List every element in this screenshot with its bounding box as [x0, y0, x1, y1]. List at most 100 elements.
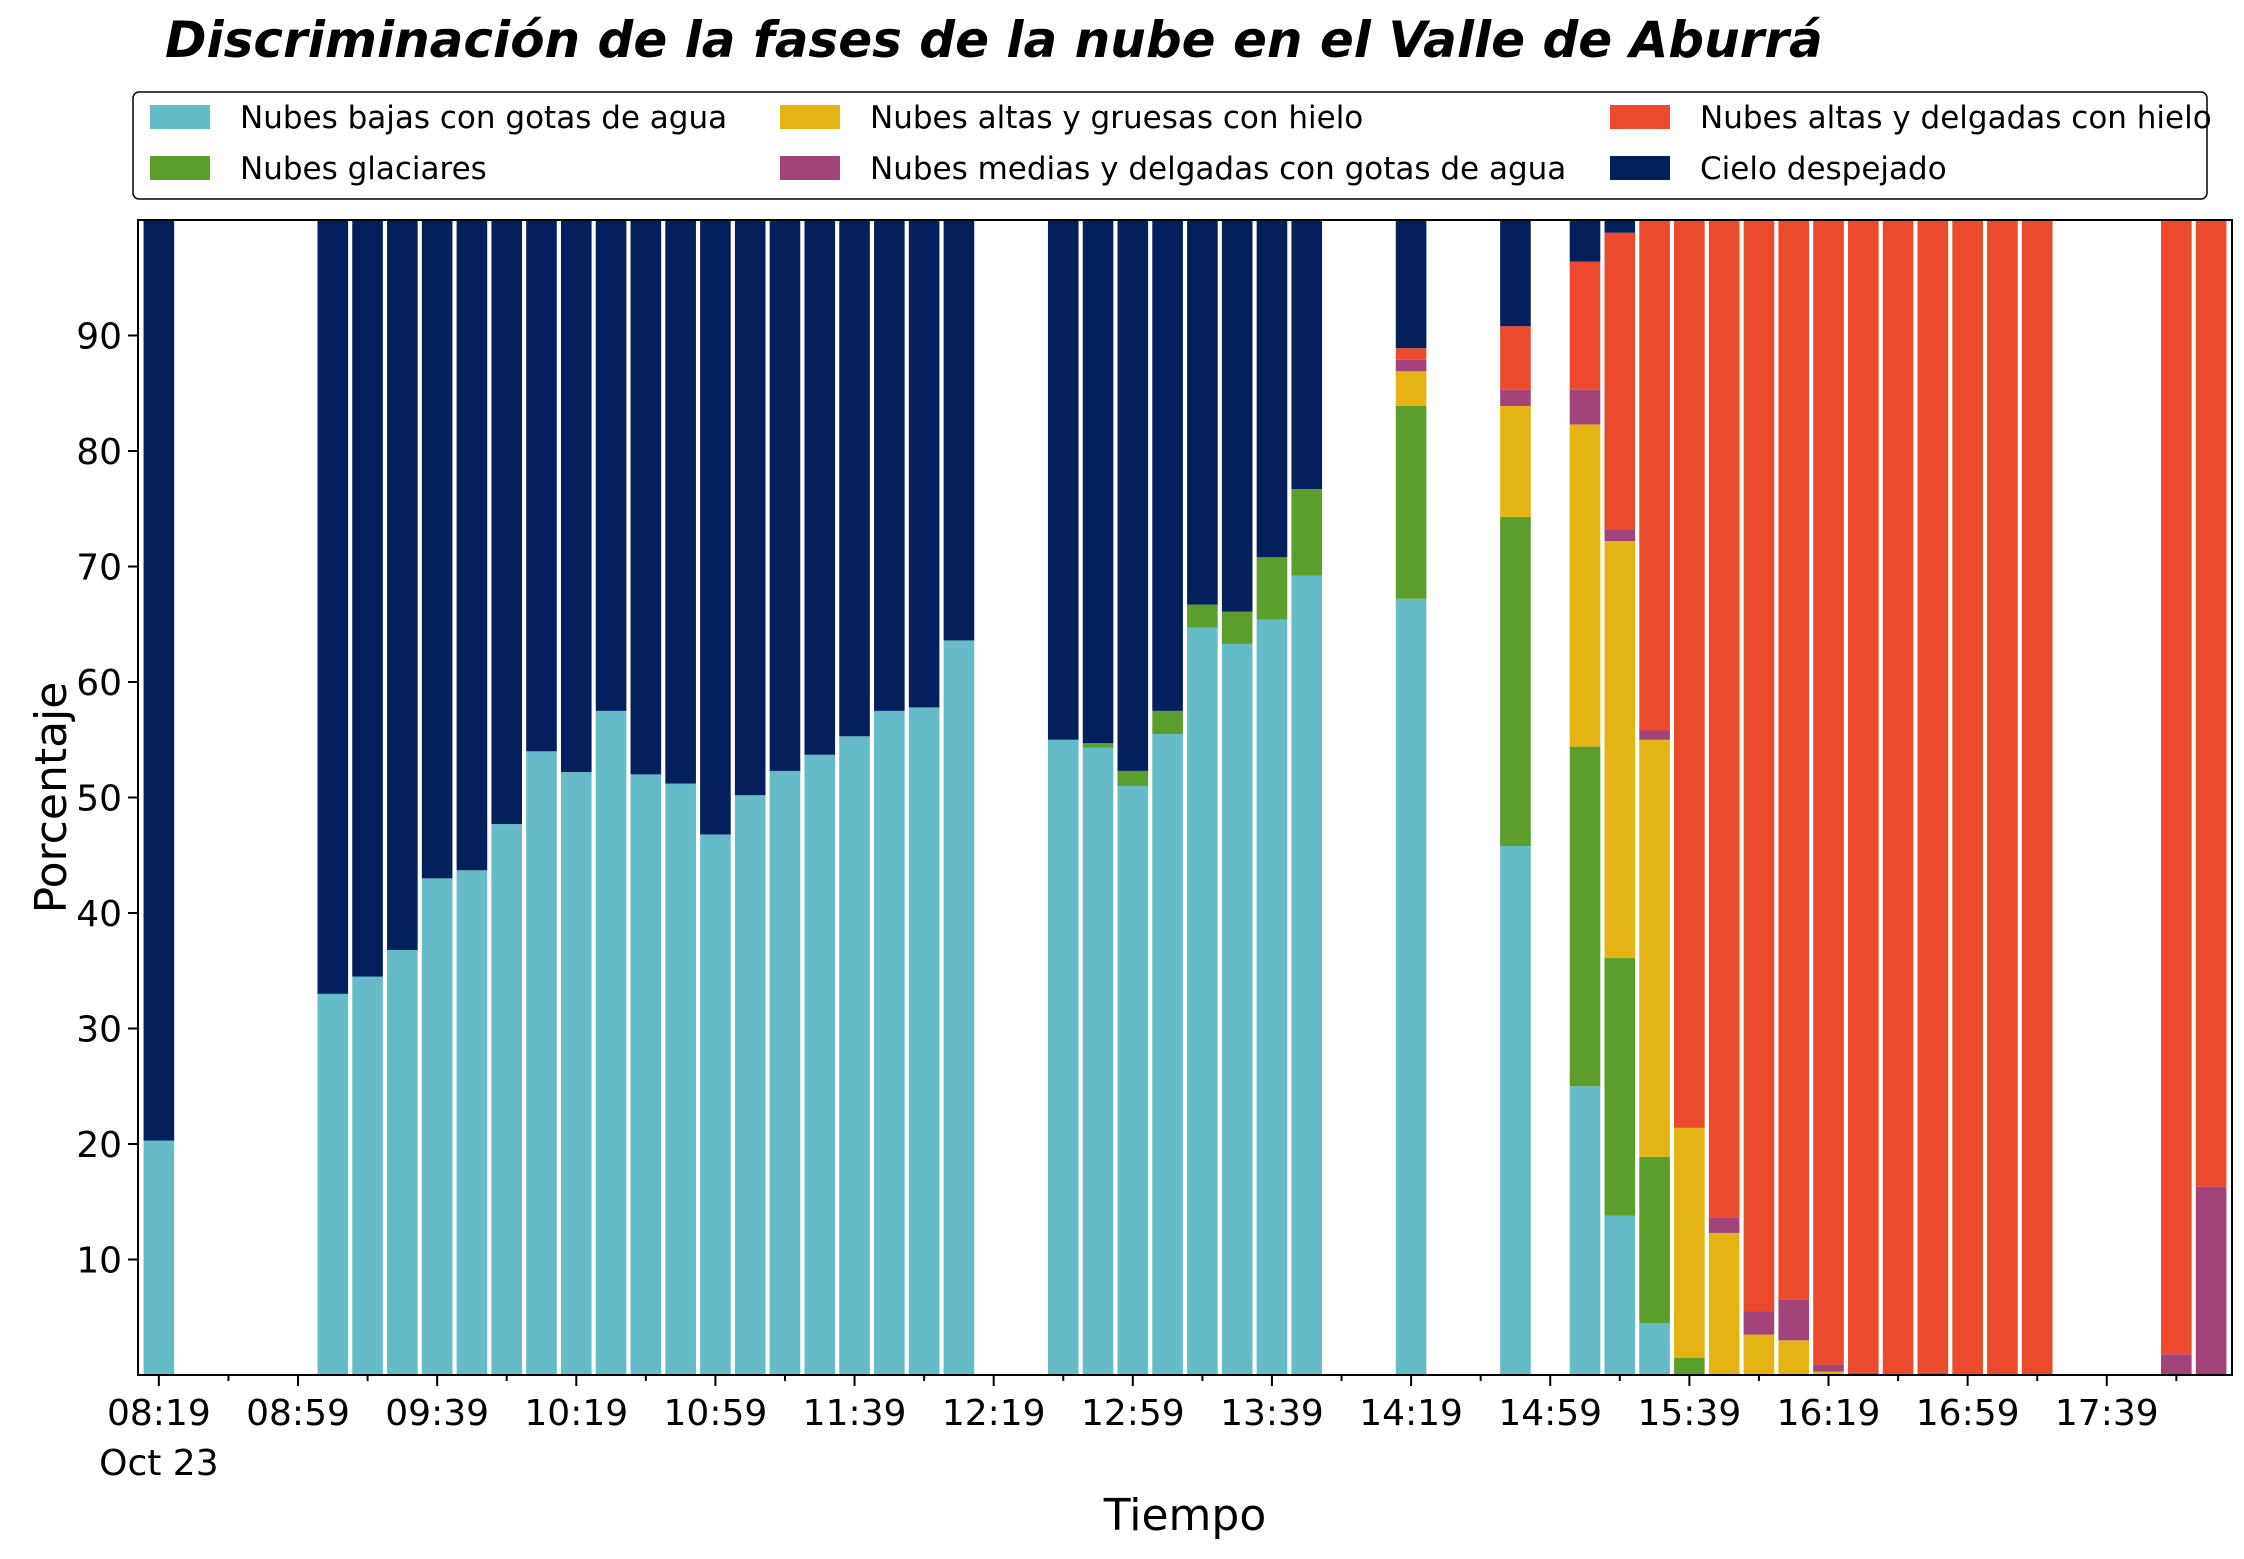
- y-tick-label-40: 40: [76, 894, 122, 935]
- bar-segment-s5-t10: [491, 220, 523, 825]
- bar-segment-s0-t27: [1082, 747, 1114, 1375]
- legend-label-5: Cielo despejado: [1700, 151, 1947, 187]
- bar-segment-s4-t48: [1813, 220, 1844, 1365]
- bar-segment-s0-t9: [456, 870, 488, 1375]
- bar-segment-s4-t36: [1395, 348, 1427, 360]
- bar-segment-s5-t16: [700, 220, 731, 835]
- x-tick-label-1339: 13:39: [1220, 1393, 1324, 1434]
- bar-segment-s0-t42: [1604, 1215, 1636, 1375]
- bar-segment-s5-t31: [1221, 220, 1253, 612]
- bar-segment-s4-t45: [1708, 220, 1740, 1218]
- bar-segment-s4-t46: [1743, 220, 1775, 1312]
- bar-segment-s5-t9: [456, 220, 488, 871]
- bar-segment-s1-t39: [1500, 516, 1531, 847]
- bar-segment-s0-t31: [1221, 643, 1253, 1375]
- bar-segment-s0-t29: [1152, 733, 1183, 1375]
- bar-segment-s4-t47: [1778, 220, 1810, 1300]
- bar-segment-s1-t29: [1152, 710, 1183, 734]
- x-tick-label-1459: 14:59: [1498, 1393, 1602, 1434]
- bar-segment-s1-t28: [1117, 770, 1149, 786]
- bar-segment-s5-t0: [143, 220, 175, 1141]
- bar-segment-s4-t41: [1569, 261, 1601, 390]
- bar-segment-s5-t39: [1500, 220, 1531, 327]
- legend: Nubes bajas con gotas de agua Nubes glaci…: [132, 91, 2212, 200]
- bar-segment-s1-t32: [1256, 557, 1288, 620]
- bar-segment-s5-t15: [665, 220, 696, 784]
- bar-segment-s5-t21: [874, 220, 905, 711]
- bar-segment-s5-t29: [1152, 220, 1183, 711]
- x-tick-label-1619: 16:19: [1777, 1393, 1881, 1434]
- bar-segment-s0-t20: [839, 736, 870, 1375]
- bar-segment-s1-t33: [1291, 489, 1323, 576]
- bar-segment-s5-t23: [943, 220, 975, 641]
- bar-segment-s0-t17: [734, 795, 766, 1375]
- bar-segment-s5-t14: [630, 220, 662, 775]
- y-axis-label: Porcentaje: [26, 682, 77, 914]
- bar-segment-s3-t36: [1395, 359, 1427, 372]
- bar-segment-s5-t28: [1117, 220, 1149, 771]
- bar-segment-s0-t13: [595, 710, 627, 1376]
- x-tick-label-1259: 12:59: [1081, 1393, 1185, 1434]
- bar-segment-s0-t14: [630, 774, 662, 1375]
- y-tick-label-60: 60: [76, 663, 122, 704]
- bar-segment-s2-t42: [1604, 541, 1636, 959]
- bar-segment-s0-t11: [526, 751, 557, 1375]
- bar-segment-s3-t39: [1500, 389, 1531, 406]
- bar-segment-s5-t22: [908, 220, 940, 708]
- bar-segment-s4-t44: [1674, 220, 1705, 1128]
- bar-segment-s5-t8: [421, 220, 453, 879]
- bar-segment-s0-t18: [769, 770, 801, 1375]
- x-tick-label-0939: 09:39: [385, 1393, 489, 1434]
- bar-segment-s1-t43: [1639, 1156, 1670, 1324]
- bar-segment-s2-t48: [1813, 1371, 1844, 1375]
- bar-segment-s0-t21: [874, 710, 905, 1376]
- legend-swatch-2: [780, 105, 840, 129]
- x-tick-label-1659: 16:59: [1916, 1393, 2020, 1434]
- bar-segment-s2-t47: [1778, 1340, 1810, 1375]
- bar-segment-s0-t0: [143, 1140, 175, 1375]
- bar-segment-s0-t7: [387, 949, 418, 1375]
- bars-layer: [143, 220, 2227, 1376]
- bar-segment-s2-t46: [1743, 1334, 1775, 1375]
- legend-swatch-3: [780, 156, 840, 180]
- bar-segment-s4-t49: [1847, 220, 1879, 1373]
- bar-segment-s5-t6: [352, 220, 383, 977]
- bar-segment-s1-t27: [1082, 743, 1114, 748]
- legend-label-3: Nubes medias y delgadas con gotas de agu…: [870, 151, 1566, 187]
- bar-segment-s3-t47: [1778, 1299, 1810, 1341]
- bar-segment-s1-t44: [1674, 1357, 1705, 1375]
- bar-segment-s4-t43: [1639, 221, 1670, 731]
- chart-title: Discriminación de la fases de la nube en…: [165, 11, 1823, 69]
- bar-segment-s4-t50: [1882, 220, 1914, 1375]
- bar-segment-s5-t32: [1256, 220, 1288, 558]
- bar-segment-s2-t36: [1395, 371, 1427, 406]
- y-axis: 10 20 30 40 50 60 70 80 90: [76, 317, 138, 1282]
- bar-segment-s5-t42: [1604, 220, 1636, 233]
- bar-segment-s3-t43: [1639, 730, 1670, 740]
- x-tick-label-1019: 10:19: [524, 1393, 628, 1434]
- bar-segment-s5-t20: [839, 220, 870, 737]
- bar-segment-s3-t45: [1708, 1217, 1740, 1233]
- bar-segment-s0-t19: [804, 754, 836, 1375]
- bar-segment-s0-t33: [1291, 575, 1323, 1375]
- bar-segment-s5-t36: [1395, 220, 1427, 349]
- x-tick-label-1739: 17:39: [2055, 1393, 2159, 1434]
- legend-swatch-4: [1610, 105, 1670, 129]
- bar-segment-s0-t5: [317, 993, 349, 1375]
- y-tick-label-70: 70: [76, 548, 122, 589]
- bar-segment-s4-t52: [1952, 220, 1983, 1375]
- y-tick-label-50: 50: [76, 779, 122, 820]
- x-tick-label-0819: 08:19: [107, 1393, 211, 1434]
- bar-segment-s4-t59: [2195, 220, 2227, 1187]
- bar-segment-s0-t8: [421, 878, 453, 1375]
- bar-segment-s2-t44: [1674, 1127, 1705, 1358]
- bar-segment-s2-t39: [1500, 405, 1531, 517]
- bar-segment-s1-t42: [1604, 958, 1636, 1216]
- bar-segment-s1-t41: [1569, 746, 1601, 1087]
- legend-swatch-1: [150, 156, 210, 180]
- bar-segment-s5-t12: [560, 220, 592, 773]
- bar-segment-s3-t41: [1569, 389, 1601, 425]
- bar-segment-s0-t43: [1639, 1323, 1670, 1375]
- x-axis: 08:19 Oct 23 08:59 09:39 10:19 10:59 11:39 12:1…: [99, 1375, 2178, 1484]
